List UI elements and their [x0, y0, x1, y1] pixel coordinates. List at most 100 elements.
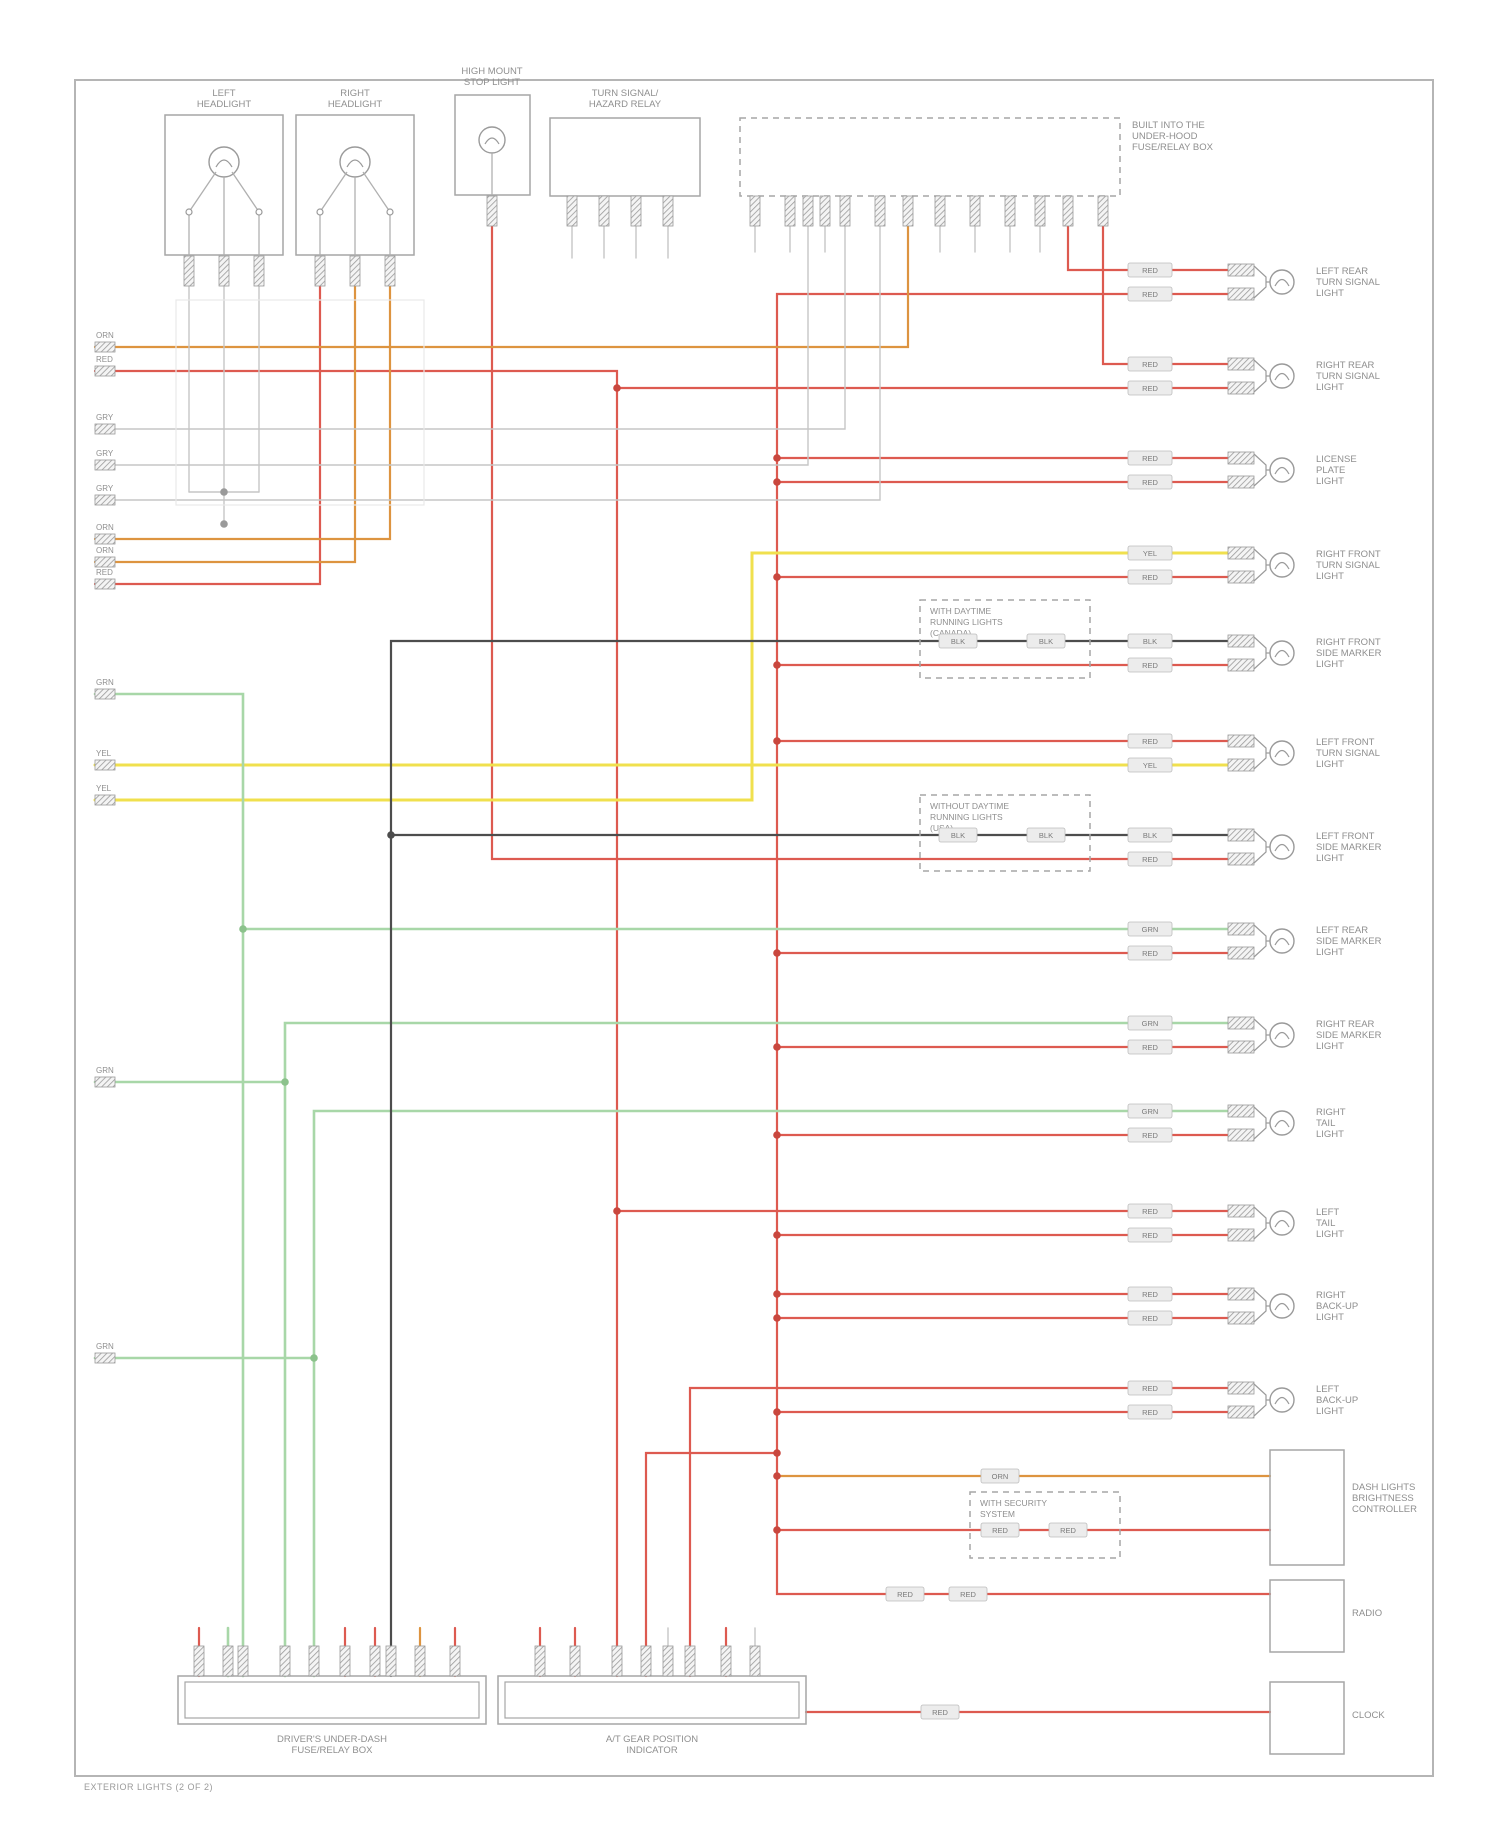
left-tap: GRY: [94, 484, 116, 506]
wire-code-chip: RED: [1127, 569, 1173, 585]
wire-red: [1101, 224, 1230, 366]
component-label: (CANADA): [930, 628, 971, 638]
bulb-filament: [1274, 749, 1290, 758]
left-tap: GRY: [94, 449, 116, 471]
contact-point: [185, 208, 193, 216]
component-label: RUNNING LIGHTS: [930, 617, 1003, 627]
component-label: LICENSE: [1316, 454, 1357, 465]
component-label: RIGHT: [1316, 1107, 1346, 1118]
connector-pin: [94, 423, 116, 435]
component-label: RIGHT: [1316, 1290, 1346, 1301]
wire-code-chip: BLK: [1026, 633, 1066, 649]
bulb-symbol: [478, 126, 506, 154]
connector-pin: [1227, 1287, 1255, 1301]
wire-color-label: ORN: [96, 331, 114, 340]
bulb-symbol: [1269, 1387, 1295, 1413]
bulb-filament: [346, 159, 364, 168]
wire-code-chip: RED: [1127, 474, 1173, 490]
connector-pin: [369, 1645, 381, 1677]
junction-dot: [773, 1526, 781, 1534]
wire-gray: [94, 225, 846, 430]
connector-pin: [1227, 1405, 1255, 1419]
connector-pin: [934, 195, 946, 227]
junction-dot: [773, 1314, 781, 1322]
bulb-filament: [1274, 1219, 1290, 1228]
junction-dot: [310, 1354, 318, 1362]
connector-pin: [1227, 852, 1255, 866]
chip-text: RED: [1142, 737, 1158, 746]
wire-code-chip: RED: [948, 1586, 988, 1602]
connector-pin: [94, 341, 116, 353]
component-label: LIGHT: [1316, 1406, 1344, 1417]
wire-code-chip: RED: [1127, 1404, 1173, 1420]
chip-text: GRN: [1142, 1107, 1159, 1116]
chip-text: GRN: [1142, 1019, 1159, 1028]
box-inner-outline: [504, 1681, 800, 1719]
connector-pin: [1227, 1104, 1255, 1118]
connector-pin: [969, 195, 981, 227]
wire-gray: [94, 225, 809, 466]
component-label: LEFT: [1316, 1207, 1339, 1218]
connector-pin: [1227, 451, 1255, 465]
contact-point: [255, 208, 263, 216]
faint-outline: [175, 299, 425, 506]
connector-pin: [94, 759, 116, 771]
wire-code-chip: YEL: [1127, 757, 1173, 773]
chip-text: RED: [1142, 1231, 1158, 1240]
chip-bg: [1127, 1103, 1173, 1119]
connector-pin: [314, 255, 326, 287]
connector-pin: [94, 556, 116, 568]
bulb-filament: [1274, 843, 1290, 852]
connector-pin: [1227, 1381, 1255, 1395]
left-tap: ORN: [94, 331, 116, 353]
junction-dot: [773, 1043, 781, 1051]
wire-color-label: YEL: [96, 749, 112, 758]
component-label: LIGHT: [1316, 759, 1344, 770]
connector-pin: [349, 255, 361, 287]
connector-pin: [839, 195, 851, 227]
component-label: CONTROLLER: [1352, 1504, 1417, 1515]
connector-pin: [237, 1645, 249, 1677]
connector-pin: [1227, 922, 1255, 936]
wire-color-label: GRN: [96, 1066, 114, 1075]
wire-orange: [93, 284, 357, 564]
chip-bg: [1127, 569, 1173, 585]
chip-text: BLK: [951, 831, 965, 840]
wire-code-chips: BLK BLK BLK BLK RED RED RED RED ORN RED: [885, 633, 1088, 1720]
junction-dot: [773, 1472, 781, 1480]
wire-gray: [94, 225, 881, 501]
chip-text: BLK: [1039, 831, 1053, 840]
chip-bg: [938, 827, 978, 843]
component-label: LIGHT: [1316, 659, 1344, 670]
connector-pin: [598, 195, 610, 227]
wire-green: [312, 1109, 1230, 1678]
component-label: SIDE MARKER: [1316, 648, 1382, 659]
component-label: HEADLIGHT: [197, 99, 252, 110]
wire-code-chip: RED: [1127, 356, 1173, 372]
connector-pin: [1227, 1204, 1255, 1218]
contact-point: [316, 208, 324, 216]
chip-text: BLK: [1143, 831, 1157, 840]
chip-bg: [1127, 1127, 1173, 1143]
wire-yellow: [93, 551, 1230, 802]
chip-bg: [1127, 286, 1173, 302]
connector-pin: [94, 794, 116, 806]
box-outline: [919, 794, 1091, 872]
connector-pin: [218, 255, 230, 287]
component-label: RIGHT: [340, 88, 370, 99]
connector-pin: [414, 1645, 426, 1677]
junction-dot: [773, 1131, 781, 1139]
chip-text: ORN: [992, 1472, 1009, 1481]
chip-text: RED: [1142, 855, 1158, 864]
connector-pin: [684, 1645, 696, 1677]
